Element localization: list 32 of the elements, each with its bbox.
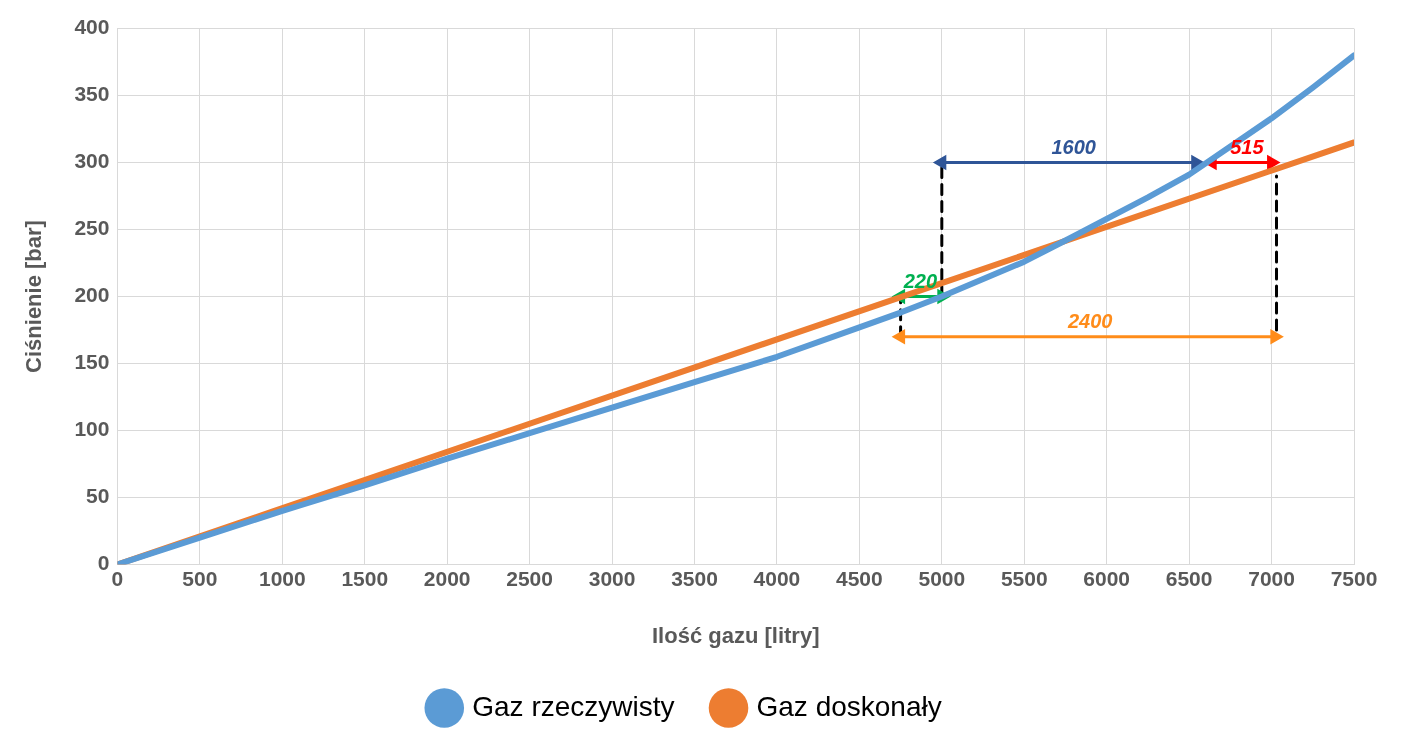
x-tick-label: 7500 [1330,566,1378,590]
x-tick-label: 2000 [423,566,471,590]
x-tick-label: 2500 [506,566,553,590]
x-tick-label: 6500 [1165,566,1213,590]
annotation: 1600 [1051,136,1096,159]
annotation: 2400 [1066,310,1113,333]
x-tick-label: 3000 [588,566,636,590]
y-tick-label: 250 [74,216,110,240]
y-tick-label: 150 [74,350,110,374]
y-tick-label: 200 [74,283,110,307]
x-tick-label: 500 [182,566,218,590]
x-tick-label: 4000 [753,566,801,590]
y-tick-label: 400 [74,15,110,39]
x-tick-label: 6000 [1083,566,1131,590]
y-tick-label: 350 [74,82,110,106]
y-axis-title: Ciśnienie [bar] [21,220,47,373]
x-tick-label: 5500 [1000,566,1048,590]
x-axis-title: Ilość gazu [litry] [651,622,820,648]
x-tick-label: 1500 [341,566,389,590]
x-tick-label: 4500 [836,566,883,590]
legend-label: Gaz rzeczywisty [472,690,675,722]
x-tick-label: 1000 [258,566,306,590]
x-tick-label: 5000 [918,566,966,590]
y-tick-label: 0 [97,551,110,575]
annotation: 515 [1230,136,1265,159]
y-tick-label: 300 [74,149,110,173]
x-tick-label: 7000 [1248,566,1295,590]
legend-label: Gaz doskonały [756,690,942,722]
annotation: 220 [902,270,938,293]
y-tick-label: 50 [86,484,110,508]
x-tick-label: 3500 [671,566,718,590]
y-tick-label: 100 [74,417,110,441]
